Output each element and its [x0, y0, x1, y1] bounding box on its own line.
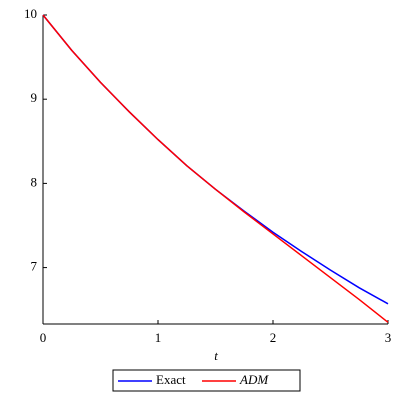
y-tick-label: 10	[24, 6, 37, 21]
y-tick-label: 9	[31, 90, 38, 105]
y-tick-label: 8	[31, 174, 38, 189]
x-tick-label: 2	[270, 330, 277, 345]
y-tick-label: 7	[31, 259, 38, 274]
x-tick-label: 1	[155, 330, 162, 345]
line-series	[42, 14, 389, 323]
x-tick-label: 3	[385, 330, 392, 345]
x-tick-label: 0	[40, 330, 47, 345]
line-series	[42, 14, 389, 305]
x-axis-label: t	[214, 348, 218, 363]
legend-label: Exact	[156, 372, 186, 387]
legend-label: ADM	[239, 372, 269, 387]
